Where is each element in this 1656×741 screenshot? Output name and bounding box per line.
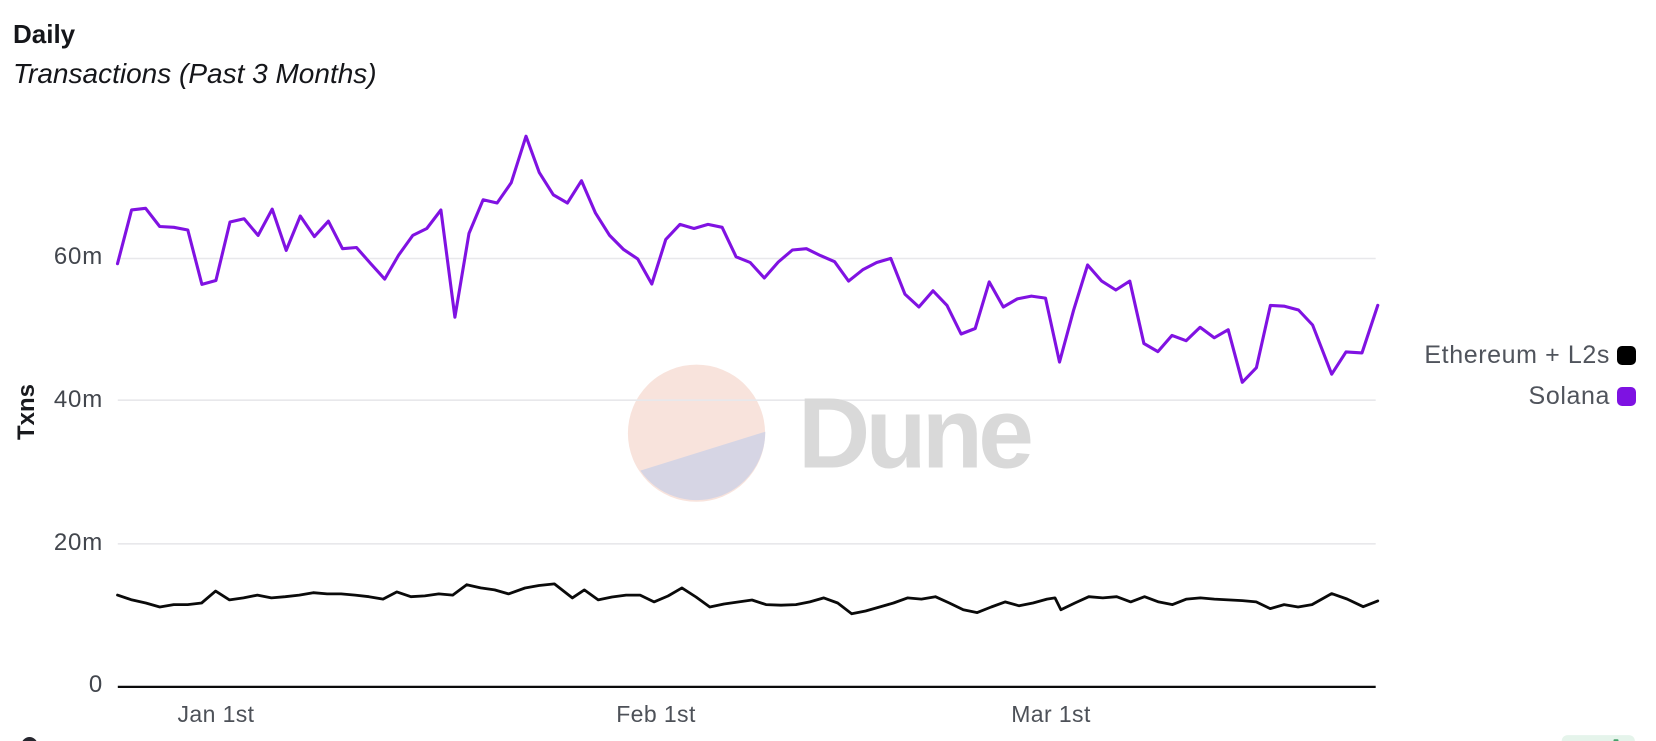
svg-text:Dune: Dune: [798, 378, 1031, 490]
